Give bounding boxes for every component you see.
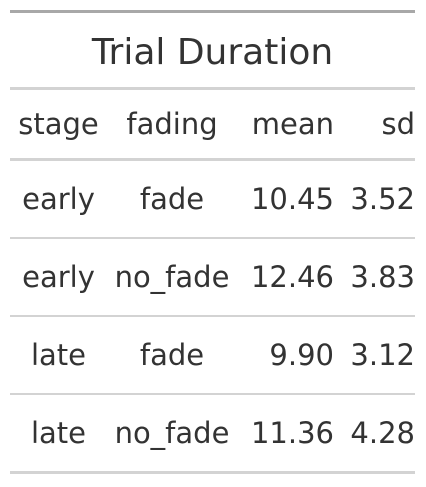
header-rule <box>10 158 415 161</box>
cell-fading: no_fade <box>114 260 230 294</box>
column-header-fading: fading <box>126 107 218 141</box>
cell-mean: 9.90 <box>269 338 334 372</box>
table-row: late fade 9.90 3.12 <box>10 317 415 393</box>
cell-sd: 3.52 <box>350 182 415 216</box>
cell-sd: 3.83 <box>350 260 415 294</box>
row-divider <box>10 237 415 239</box>
column-header-stage: stage <box>18 107 99 141</box>
cell-stage: early <box>22 260 95 294</box>
summary-table: Trial Duration stage fading mean sd earl… <box>10 10 415 474</box>
cell-mean: 11.36 <box>250 416 334 450</box>
row-divider <box>10 393 415 395</box>
cell-mean: 10.45 <box>250 182 334 216</box>
header-row: stage fading mean sd <box>10 90 415 158</box>
cell-fading: no_fade <box>114 416 230 450</box>
row-divider <box>10 315 415 317</box>
table-row: late no_fade 11.36 4.28 <box>10 395 415 471</box>
cell-fading: fade <box>139 338 205 372</box>
column-header-sd: sd <box>381 107 415 141</box>
cell-mean: 12.46 <box>250 260 334 294</box>
cell-fading: fade <box>139 182 205 216</box>
cell-sd: 4.28 <box>350 416 415 450</box>
cell-stage: late <box>30 338 87 372</box>
table-title: Trial Duration <box>91 32 334 73</box>
table-bottom-rule <box>10 471 415 474</box>
column-header-mean: mean <box>251 107 334 141</box>
table-row: early no_fade 12.46 3.83 <box>10 239 415 315</box>
cell-sd: 3.12 <box>350 338 415 372</box>
table-row: early fade 10.45 3.52 <box>10 161 415 237</box>
cell-stage: late <box>30 416 87 450</box>
table-top-rule <box>10 10 415 13</box>
title-rule <box>10 87 415 90</box>
cell-stage: early <box>22 182 95 216</box>
